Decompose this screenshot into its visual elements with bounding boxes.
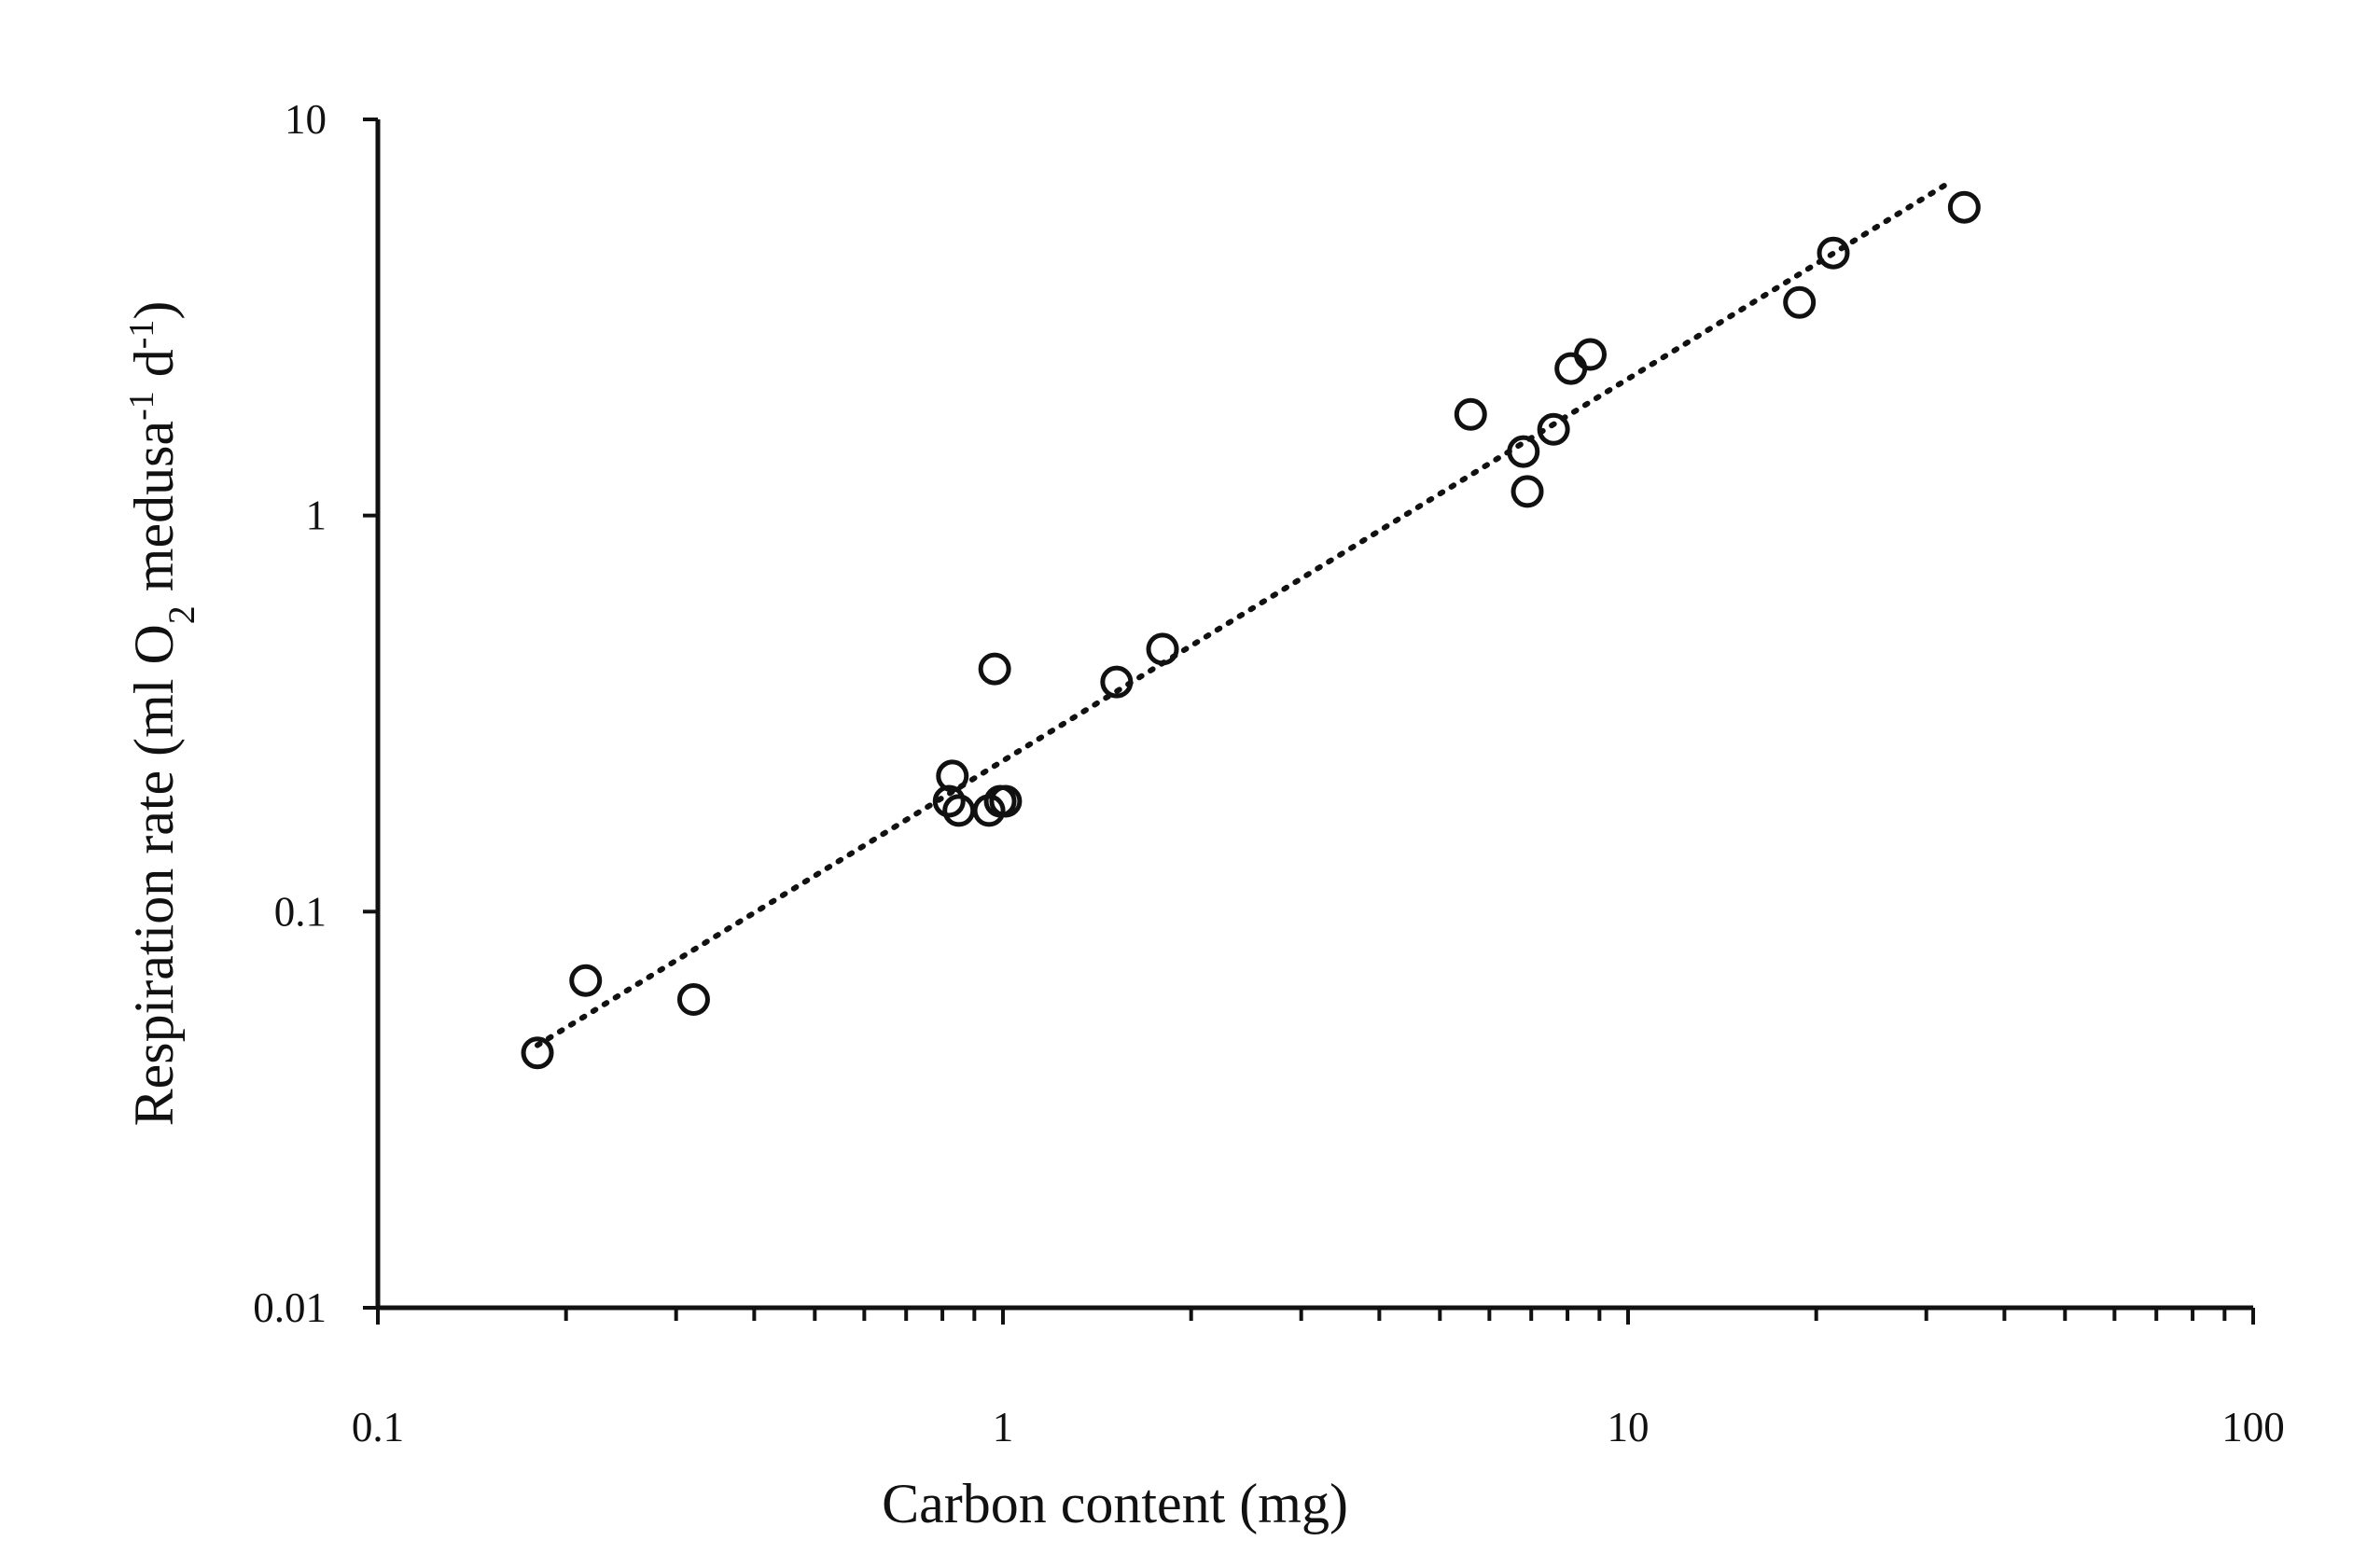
trendline [535, 177, 1956, 1048]
x-tick-label: 10 [1608, 1404, 1650, 1450]
axis-ticks [363, 118, 2255, 1325]
data-point [1146, 632, 1179, 666]
data-point [1454, 397, 1487, 431]
x-tick-label: 100 [2221, 1404, 2285, 1450]
x-axis-title: Carbon content (mg) [882, 1473, 1348, 1534]
data-point [1537, 412, 1570, 446]
data-point [1100, 665, 1134, 699]
y-tick-label: 1 [306, 493, 327, 539]
data-point [978, 652, 1011, 686]
data-point [1783, 285, 1817, 319]
x-tick-label: 0.1 [352, 1404, 404, 1450]
y-tick-label: 0.1 [274, 888, 327, 935]
data-point [989, 784, 1023, 818]
data-points [521, 190, 1981, 1070]
data-point [1507, 435, 1540, 468]
data-point [1817, 236, 1850, 270]
data-point [569, 964, 603, 997]
data-point [676, 983, 710, 1017]
data-point [521, 1036, 554, 1070]
data-point [1573, 338, 1607, 371]
y-axis-title: Respiration rate (ml O2 medusa-1 d-1) [122, 301, 202, 1127]
y-tick-label: 0.01 [253, 1284, 327, 1331]
data-point [1947, 190, 1981, 224]
data-point [1554, 352, 1588, 385]
x-tick-label: 1 [993, 1404, 1014, 1450]
axis-tick-labels: 0.1 1 10 100 0.01 0.1 1 10 [253, 96, 2285, 1450]
data-point [1511, 475, 1544, 508]
data-point [936, 759, 969, 793]
y-tick-label: 10 [285, 96, 327, 143]
